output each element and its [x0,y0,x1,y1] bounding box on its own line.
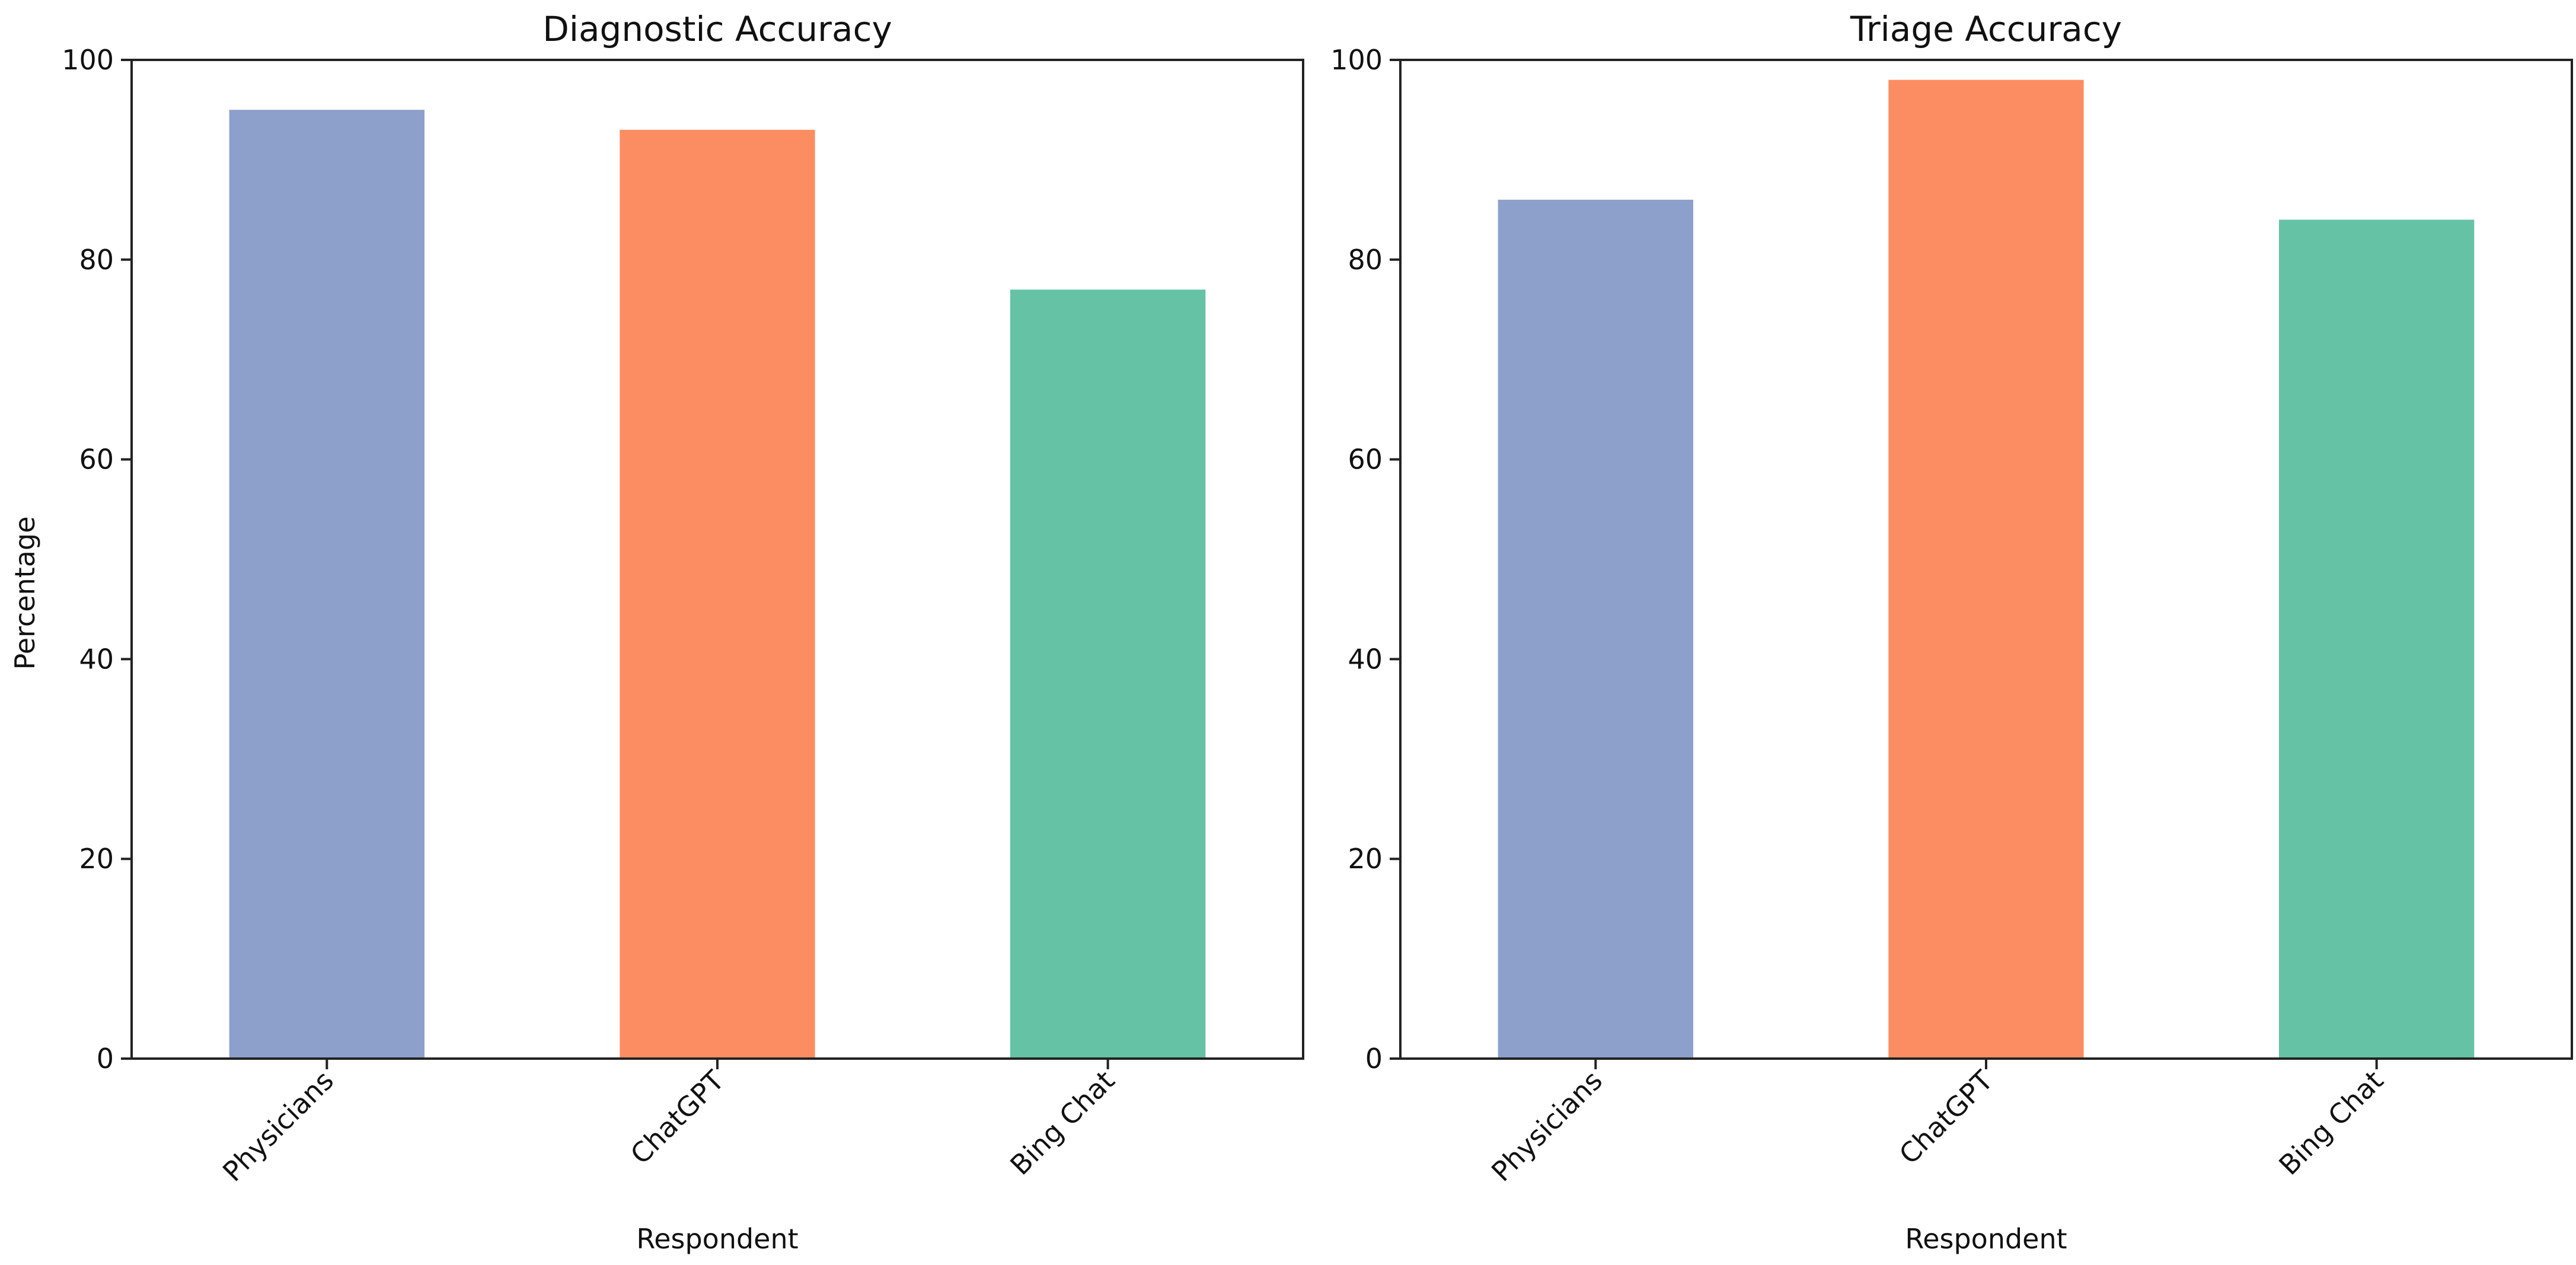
plot-frame [1399,59,2573,1060]
x-axis-label: Respondent [636,1223,798,1255]
x-tick-label: Physicians [1485,1065,1608,1188]
x-axis-label: Respondent [1905,1223,2067,1255]
bar-bing-chat [2279,219,2475,1059]
y-axis-label: Percentage [9,517,41,670]
bar-chatgpt [1888,79,2084,1059]
bars [229,110,1206,1059]
chart-title: Diagnostic Accuracy [542,9,892,49]
x-tick-label: Bing Chat [1004,1065,1121,1181]
y-tick-label: 100 [62,44,114,76]
y-tick-label: 60 [1348,444,1383,476]
x-tick-label: Physicians [216,1065,340,1188]
plot-frame [130,59,1304,1060]
tick-labels: 0 20 40 60 80 100 Physicians ChatGPT Bing Chat [62,44,1121,1188]
bars [1498,79,2475,1059]
chart-title: Triage Accuracy [1850,9,2122,49]
tick-labels: 0 20 40 60 80 100 Physicians ChatGPT Bing Chat [1330,44,2389,1188]
bar-physicians [1498,199,1693,1059]
bar-bing-chat [1010,289,1206,1059]
y-tick-label: 60 [79,444,114,476]
y-tick-label: 0 [1365,1043,1383,1075]
panel-triage-accuracy: Triage Accuracy Respondent 0 20 40 60 80 100 P… [1330,9,2573,1255]
x-tick-label: ChatGPT [1893,1064,2000,1171]
y-tick-label: 0 [97,1043,114,1075]
x-tick-label: Bing Chat [2272,1065,2389,1181]
bar-chatgpt [620,129,815,1059]
y-tick-label: 20 [79,843,114,875]
y-tick-label: 20 [1348,843,1383,875]
y-tick-label: 40 [79,643,114,675]
y-tick-label: 100 [1330,44,1383,76]
y-tick-label: 80 [1348,244,1383,276]
x-tick-label: ChatGPT [624,1064,731,1171]
panel-diagnostic-accuracy: Diagnostic Accuracy Percentage Responden… [9,9,1304,1255]
y-tick-label: 40 [1348,643,1383,675]
bar-physicians [229,110,424,1059]
y-tick-label: 80 [79,244,114,276]
